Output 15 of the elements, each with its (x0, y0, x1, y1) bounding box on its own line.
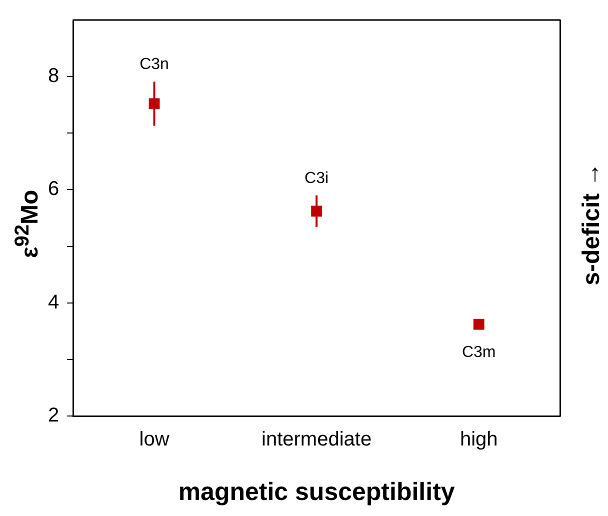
x-tick-label: intermediate (262, 428, 372, 451)
y-tick-label: 6 (48, 178, 60, 200)
annotation: C3n (140, 56, 169, 74)
point (311, 206, 322, 217)
y2-axis-title: s-deficit → (578, 162, 606, 286)
x-axis-title: magnetic susceptibility (178, 478, 455, 506)
annotation: C3i (304, 170, 329, 187)
y-tick-label: 4 (48, 291, 60, 314)
y-tick-label: 2 (48, 404, 60, 427)
y-tick-label: 8 (48, 65, 60, 88)
x-tick-label: low (139, 428, 170, 451)
point (148, 98, 160, 110)
x-tick-label: high (460, 428, 498, 451)
point (473, 318, 484, 330)
annotation: C3m (462, 344, 496, 361)
